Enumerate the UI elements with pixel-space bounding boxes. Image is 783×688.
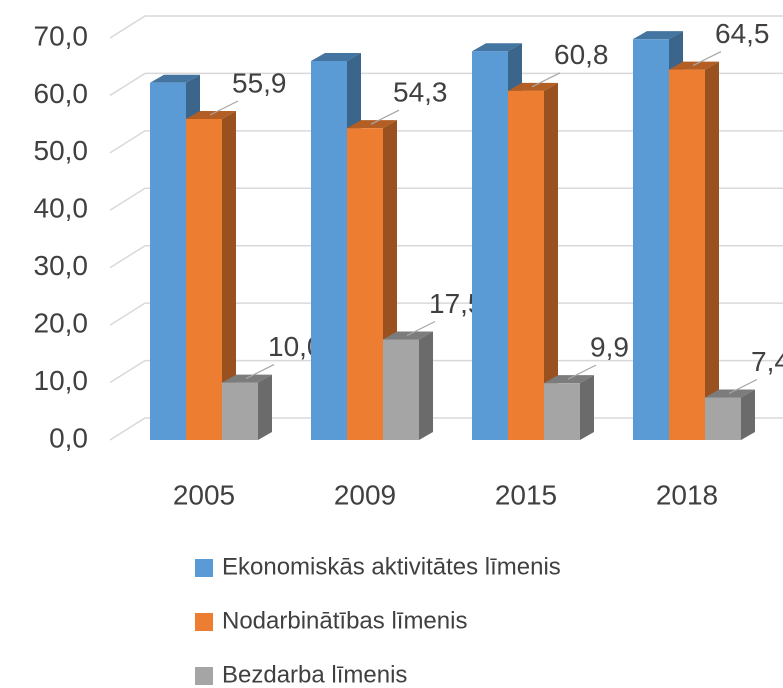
y-tick-label: 60,0 [34, 78, 89, 109]
grid-line [109, 72, 783, 97]
legend-label: Ekonomiskās aktivitātes līmenis [222, 553, 561, 580]
leader-line [406, 320, 436, 337]
bar [508, 82, 558, 440]
x-tick-label: 2009 [334, 479, 396, 510]
y-tick-label: 20,0 [34, 308, 89, 339]
bar [383, 331, 433, 440]
grid-line [109, 302, 783, 326]
leader-line [245, 364, 275, 380]
data-label: 54,3 [393, 77, 448, 108]
grid-line [109, 15, 783, 39]
legend-label: Nodarbinātības līmenis [222, 607, 467, 634]
y-tick-label: 30,0 [34, 250, 89, 281]
grid-line [109, 359, 783, 384]
bar [669, 61, 719, 440]
bar [186, 110, 236, 440]
leader-line [567, 364, 597, 380]
bar [544, 375, 594, 440]
y-tick-label: 40,0 [34, 193, 89, 224]
x-tick-label: 2018 [656, 479, 718, 510]
data-label: 60,8 [554, 39, 609, 70]
grid-line [109, 130, 783, 154]
x-tick-label: 2005 [173, 479, 235, 510]
grid-line [109, 187, 783, 211]
data-label: 7,4 [751, 346, 783, 377]
legend-swatch [195, 613, 213, 631]
legend-label: Bezdarba līmenis [222, 661, 407, 688]
y-tick-label: 10,0 [34, 365, 89, 396]
data-label: 9,9 [590, 332, 629, 363]
bar [705, 389, 755, 440]
leader-line [209, 100, 239, 116]
leader-line [531, 72, 561, 88]
legend-swatch [195, 559, 213, 577]
data-label: 64,5 [715, 18, 770, 49]
data-label: 55,9 [232, 67, 287, 98]
y-tick-label: 50,0 [34, 135, 89, 166]
y-tick-label: 70,0 [34, 20, 89, 51]
grid-line [109, 244, 783, 269]
leader-line [692, 51, 722, 67]
bar [222, 374, 272, 440]
legend-swatch [195, 667, 213, 685]
leader-line [370, 109, 400, 125]
y-tick-label: 0,0 [49, 422, 88, 453]
leader-line [728, 378, 758, 395]
x-tick-label: 2015 [495, 479, 557, 510]
